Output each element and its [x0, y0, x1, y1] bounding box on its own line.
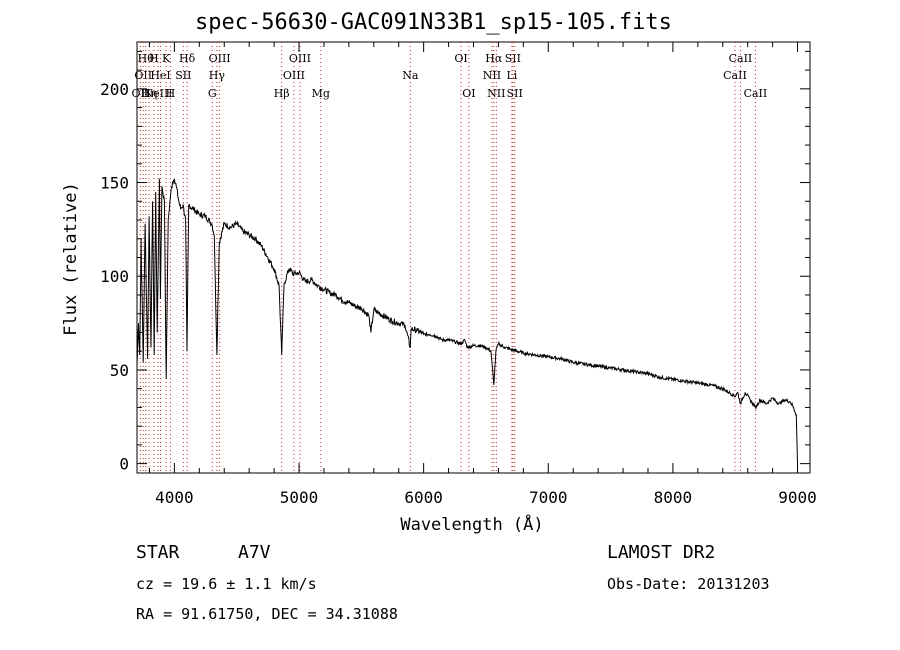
spectral-line-label: SII	[175, 69, 191, 82]
spectral-line-label: CaII	[723, 69, 747, 82]
x-tick-label: 9000	[778, 488, 817, 507]
spectral-line-label: Hη	[141, 87, 157, 100]
spectral-line-label: OIII	[283, 69, 305, 82]
observation-date: Obs-Date: 20131203	[607, 575, 770, 593]
spectral-line-label: Hβ	[274, 87, 290, 100]
y-tick-label: 50	[110, 361, 129, 380]
spectral-subclass: A7V	[238, 542, 271, 563]
object-class: STAR	[136, 542, 180, 563]
x-tick-label: 5000	[280, 488, 319, 507]
y-tick-label: 0	[119, 455, 129, 474]
spectral-line-label: H	[149, 52, 159, 65]
line-markers: OIIOIIHθHηHNeIIIHeIKHSIIHδGHγOIIIHβOIIIO…	[132, 42, 768, 473]
spectral-line-label: Hγ	[209, 69, 226, 82]
spectrum-line	[136, 178, 798, 464]
spectral-line-label: OII	[134, 69, 152, 82]
spectral-line-label: CaII	[744, 87, 768, 100]
y-tick-label: 100	[100, 267, 129, 286]
spectral-line-label: K	[162, 52, 171, 65]
y-axis-label: Flux (relative)	[61, 182, 81, 336]
spectral-line-label: Mg	[312, 87, 330, 100]
spectral-line-label: HeI	[150, 69, 170, 82]
spectral-line-label: OII	[132, 87, 150, 100]
redshift-velocity: cz = 19.6 ± 1.1 km/s	[136, 575, 317, 593]
x-tick-label: 7000	[529, 488, 568, 507]
spectral-line-label: OI	[454, 52, 467, 65]
y-tick-label: 200	[100, 80, 129, 99]
survey-name: LAMOST DR2	[607, 542, 716, 563]
spectral-line-label: NeIII	[143, 87, 172, 100]
spectral-line-label: Na	[402, 69, 419, 82]
spectral-line-label: SII	[505, 52, 521, 65]
spectral-line-label: OIII	[289, 52, 311, 65]
plot-frame	[136, 41, 811, 474]
spectral-line-label: Hα	[485, 52, 503, 65]
spectral-line-label: OIII	[209, 52, 231, 65]
spectral-line-label: Hθ	[138, 52, 155, 65]
spectral-line-label: SII	[507, 87, 523, 100]
spectral-line-label: G	[208, 87, 217, 100]
x-axis-label: Wavelength (Å)	[400, 513, 543, 535]
y-tick-label: 150	[100, 174, 129, 193]
sky-coordinates: RA = 91.61750, DEC = 34.31088	[136, 605, 398, 623]
x-tick-label: 6000	[404, 488, 443, 507]
spectral-line-label: OI	[462, 87, 475, 100]
spectral-line-label: NII	[483, 69, 501, 82]
chart-title: spec-56630-GAC091N33B1_sp15-105.fits	[195, 10, 672, 35]
spectral-line-label: CaII	[729, 52, 753, 65]
x-tick-label: 4000	[155, 488, 194, 507]
spectral-line-label: H	[166, 87, 176, 100]
spectral-line-label: Li	[506, 69, 517, 82]
axes: 4000 5000 6000 7000 8000 9000 0 50 100 150 200	[100, 42, 817, 507]
spectral-line-label: NII	[487, 87, 505, 100]
x-tick-label: 8000	[654, 488, 693, 507]
spectral-line-label: Hδ	[179, 52, 196, 65]
